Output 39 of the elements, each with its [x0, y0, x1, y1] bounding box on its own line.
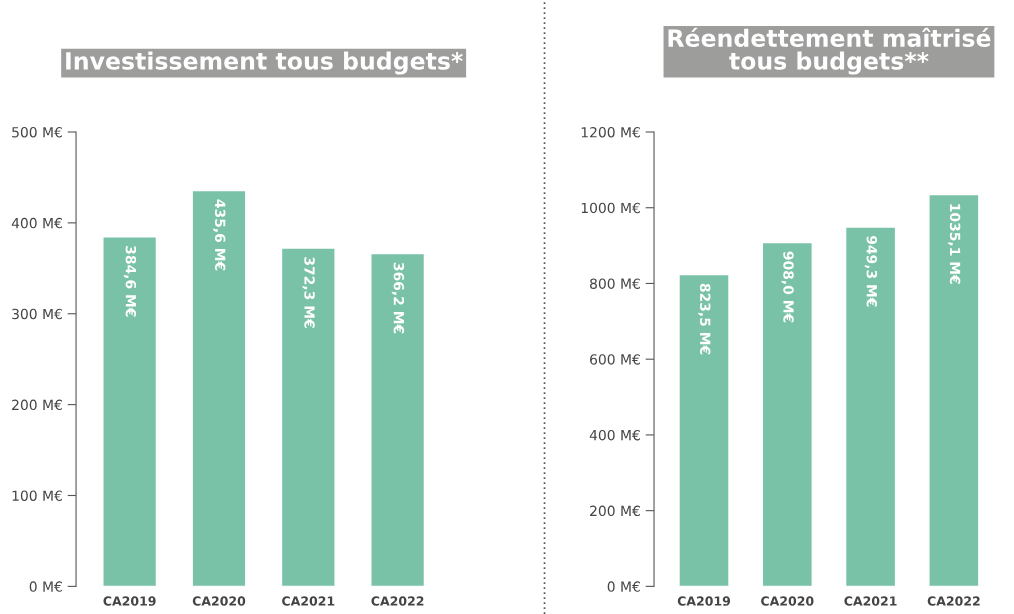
bar	[102, 236, 158, 587]
y-tick-label: 0 M€	[607, 581, 640, 592]
data-label: 823,5 M€	[698, 283, 711, 355]
y-tick-label: 1200 M€	[581, 126, 640, 138]
data-label: 435,6 M€	[213, 199, 226, 271]
y-tick-label: 400 M€	[11, 217, 62, 229]
data-label: 1035,1 M€	[948, 204, 961, 284]
y-tick-label: 200 M€	[590, 505, 640, 517]
y-tick-label: 0 M€	[29, 581, 62, 592]
data-label: 384,6 M€	[123, 246, 137, 317]
x-tick-label: CA2021	[282, 596, 335, 606]
bar	[928, 193, 980, 587]
x-tick-label: CA2022	[371, 596, 424, 606]
x-tick-label: CA2022	[927, 596, 980, 606]
bar	[678, 273, 730, 587]
bar	[280, 247, 336, 587]
chart-title: Réendettement maîtrisé tous budgets**	[668, 27, 991, 75]
y-tick-label: 400 M€	[589, 429, 640, 441]
y-tick-label: 200 M€	[12, 399, 62, 411]
x-tick-label: CA2020	[192, 596, 246, 606]
data-label: 949,3 M€	[864, 235, 878, 307]
bar	[191, 189, 247, 587]
y-tick-label: 300 M€	[12, 308, 62, 320]
y-tick-label: 800 M€	[590, 278, 640, 289]
bar	[844, 226, 897, 587]
x-tick-label: CA2019	[103, 596, 156, 606]
x-tick-label: CA2021	[844, 596, 897, 606]
bar	[761, 241, 813, 587]
y-tick-label: 1000 M€	[581, 202, 640, 214]
x-tick-label: CA2019	[677, 596, 731, 606]
data-label: 908,0 M€	[781, 251, 794, 323]
chart-title: Investissement tous budgets*	[66, 51, 463, 75]
bar	[370, 252, 426, 587]
y-tick-label: 500 M€	[12, 126, 62, 138]
y-tick-label: 100 M€	[12, 490, 62, 501]
data-label: 372,3 M€	[302, 257, 315, 328]
x-tick-label: CA2020	[761, 596, 814, 606]
data-label: 366,2 M€	[391, 262, 405, 334]
y-tick-label: 600 M€	[590, 354, 640, 365]
